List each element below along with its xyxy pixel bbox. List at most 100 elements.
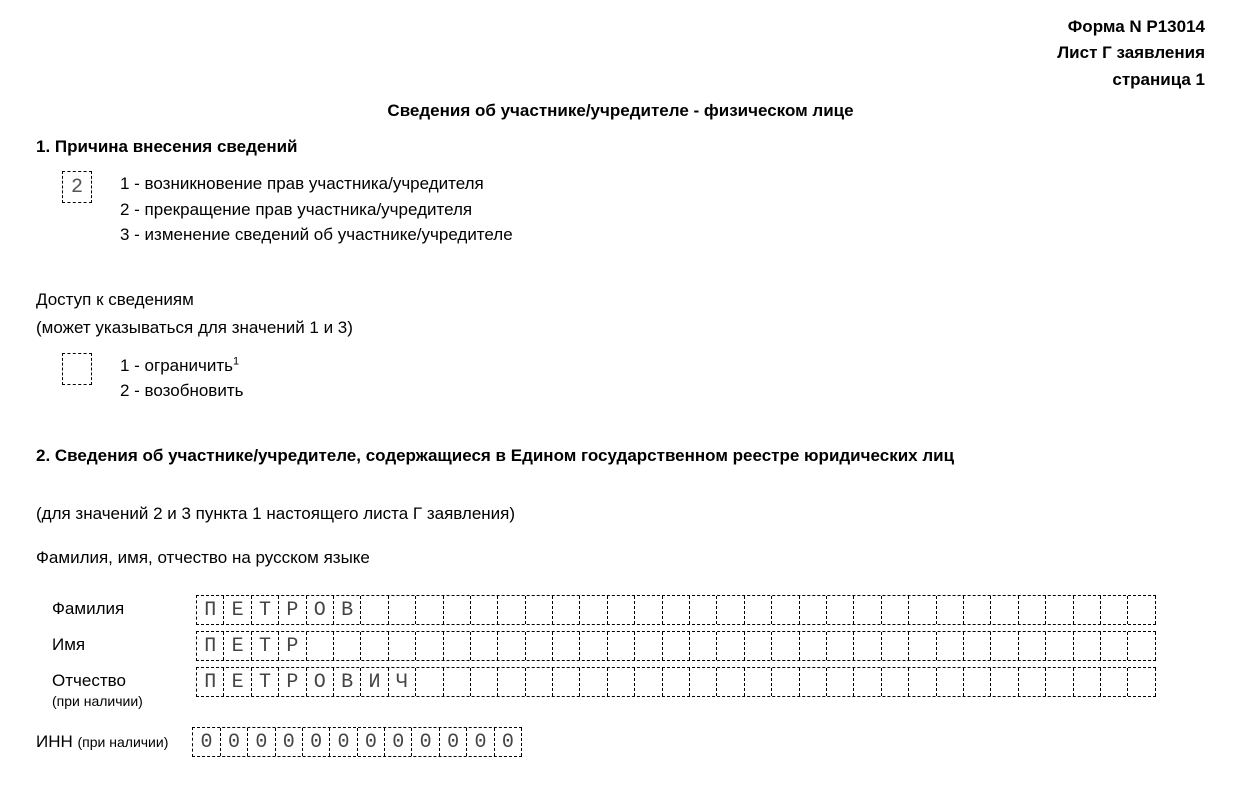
char-cell[interactable] <box>772 668 799 696</box>
char-cell[interactable] <box>580 668 607 696</box>
char-cell[interactable] <box>1101 668 1128 696</box>
char-cell[interactable] <box>1046 632 1073 660</box>
char-cell[interactable] <box>444 596 471 624</box>
char-cell[interactable] <box>1074 632 1101 660</box>
char-cell[interactable] <box>663 632 690 660</box>
char-cell[interactable] <box>964 596 991 624</box>
char-cell[interactable] <box>772 632 799 660</box>
char-cell[interactable] <box>1101 632 1128 660</box>
char-cell[interactable] <box>937 596 964 624</box>
char-cell[interactable] <box>307 632 334 660</box>
char-cell[interactable] <box>1128 596 1155 624</box>
char-cell[interactable] <box>937 668 964 696</box>
char-cell[interactable] <box>553 668 580 696</box>
char-cell[interactable]: П <box>197 596 224 624</box>
char-cell[interactable] <box>937 632 964 660</box>
name-cells[interactable]: ПЕТР <box>196 631 1156 661</box>
char-cell[interactable] <box>416 668 443 696</box>
char-cell[interactable]: П <box>197 632 224 660</box>
char-cell[interactable] <box>1128 668 1155 696</box>
char-cell[interactable] <box>745 668 772 696</box>
char-cell[interactable] <box>361 596 388 624</box>
char-cell[interactable] <box>471 668 498 696</box>
char-cell[interactable]: 0 <box>495 728 522 756</box>
char-cell[interactable] <box>416 632 443 660</box>
char-cell[interactable] <box>444 632 471 660</box>
char-cell[interactable] <box>389 632 416 660</box>
char-cell[interactable] <box>854 668 881 696</box>
char-cell[interactable] <box>635 632 662 660</box>
char-cell[interactable] <box>991 632 1018 660</box>
char-cell[interactable] <box>745 632 772 660</box>
char-cell[interactable] <box>553 632 580 660</box>
char-cell[interactable] <box>526 668 553 696</box>
char-cell[interactable]: О <box>307 596 334 624</box>
char-cell[interactable] <box>1074 596 1101 624</box>
char-cell[interactable]: 0 <box>276 728 303 756</box>
char-cell[interactable] <box>827 632 854 660</box>
access-value-box[interactable] <box>62 353 92 385</box>
char-cell[interactable]: Ч <box>389 668 416 696</box>
char-cell[interactable] <box>909 632 936 660</box>
char-cell[interactable] <box>334 632 361 660</box>
char-cell[interactable] <box>991 668 1018 696</box>
char-cell[interactable] <box>444 668 471 696</box>
char-cell[interactable] <box>827 668 854 696</box>
char-cell[interactable] <box>361 632 388 660</box>
char-cell[interactable] <box>827 596 854 624</box>
char-cell[interactable] <box>690 632 717 660</box>
char-cell[interactable] <box>909 596 936 624</box>
char-cell[interactable] <box>690 668 717 696</box>
char-cell[interactable] <box>854 632 881 660</box>
char-cell[interactable] <box>800 668 827 696</box>
char-cell[interactable]: 0 <box>193 728 220 756</box>
char-cell[interactable] <box>745 596 772 624</box>
char-cell[interactable]: В <box>334 596 361 624</box>
char-cell[interactable]: 0 <box>358 728 385 756</box>
char-cell[interactable] <box>498 596 525 624</box>
char-cell[interactable]: Р <box>279 632 306 660</box>
char-cell[interactable] <box>717 596 744 624</box>
char-cell[interactable] <box>991 596 1018 624</box>
char-cell[interactable] <box>717 632 744 660</box>
char-cell[interactable] <box>964 632 991 660</box>
char-cell[interactable] <box>580 632 607 660</box>
char-cell[interactable] <box>964 668 991 696</box>
char-cell[interactable] <box>608 632 635 660</box>
char-cell[interactable] <box>800 632 827 660</box>
char-cell[interactable]: Е <box>224 632 251 660</box>
char-cell[interactable]: 0 <box>385 728 412 756</box>
char-cell[interactable] <box>416 596 443 624</box>
char-cell[interactable]: 0 <box>467 728 494 756</box>
char-cell[interactable] <box>854 596 881 624</box>
char-cell[interactable] <box>882 668 909 696</box>
char-cell[interactable] <box>608 596 635 624</box>
char-cell[interactable] <box>1046 596 1073 624</box>
char-cell[interactable] <box>471 596 498 624</box>
char-cell[interactable] <box>471 632 498 660</box>
char-cell[interactable] <box>553 596 580 624</box>
char-cell[interactable] <box>690 596 717 624</box>
char-cell[interactable] <box>772 596 799 624</box>
char-cell[interactable]: Е <box>224 668 251 696</box>
char-cell[interactable]: 0 <box>221 728 248 756</box>
char-cell[interactable]: Р <box>279 668 306 696</box>
char-cell[interactable]: 0 <box>303 728 330 756</box>
char-cell[interactable] <box>1128 632 1155 660</box>
char-cell[interactable] <box>608 668 635 696</box>
char-cell[interactable]: Т <box>252 668 279 696</box>
char-cell[interactable] <box>635 668 662 696</box>
char-cell[interactable]: Т <box>252 632 279 660</box>
char-cell[interactable] <box>580 596 607 624</box>
char-cell[interactable] <box>1019 668 1046 696</box>
char-cell[interactable] <box>717 668 744 696</box>
char-cell[interactable] <box>526 596 553 624</box>
char-cell[interactable] <box>526 632 553 660</box>
patronymic-cells[interactable]: ПЕТРОВИЧ <box>196 667 1156 697</box>
char-cell[interactable] <box>882 632 909 660</box>
char-cell[interactable] <box>663 668 690 696</box>
char-cell[interactable]: О <box>307 668 334 696</box>
char-cell[interactable]: 0 <box>330 728 357 756</box>
char-cell[interactable]: И <box>361 668 388 696</box>
char-cell[interactable] <box>389 596 416 624</box>
